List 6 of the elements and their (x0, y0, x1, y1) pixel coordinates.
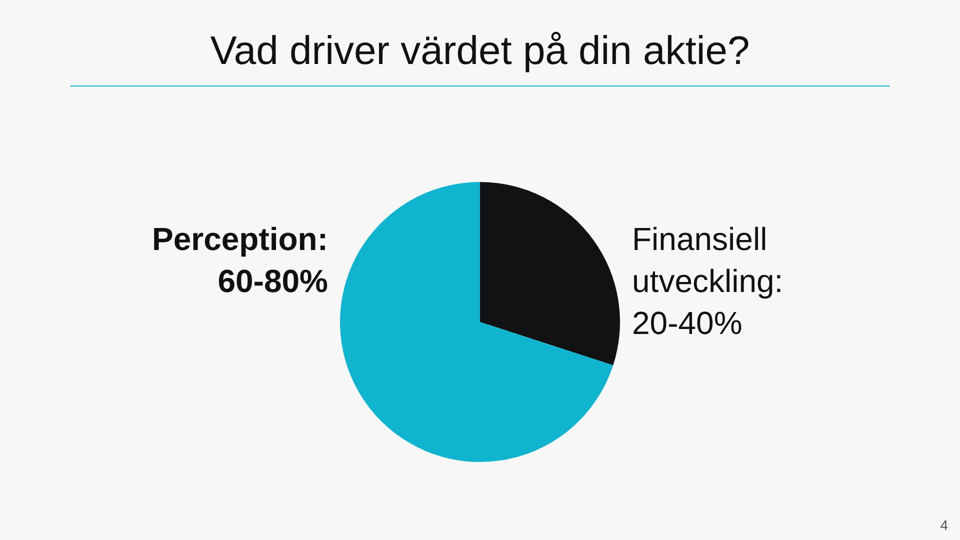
text: 4 (940, 517, 948, 533)
slice-label: Perception: 60-80% (152, 221, 328, 299)
slice-label: Finansiell utveckling: 20-40% (632, 221, 784, 341)
pie-slice (340, 182, 614, 462)
pie-slice (480, 182, 620, 366)
chart-title: Vad driver värdet på din aktie? (210, 29, 750, 73)
